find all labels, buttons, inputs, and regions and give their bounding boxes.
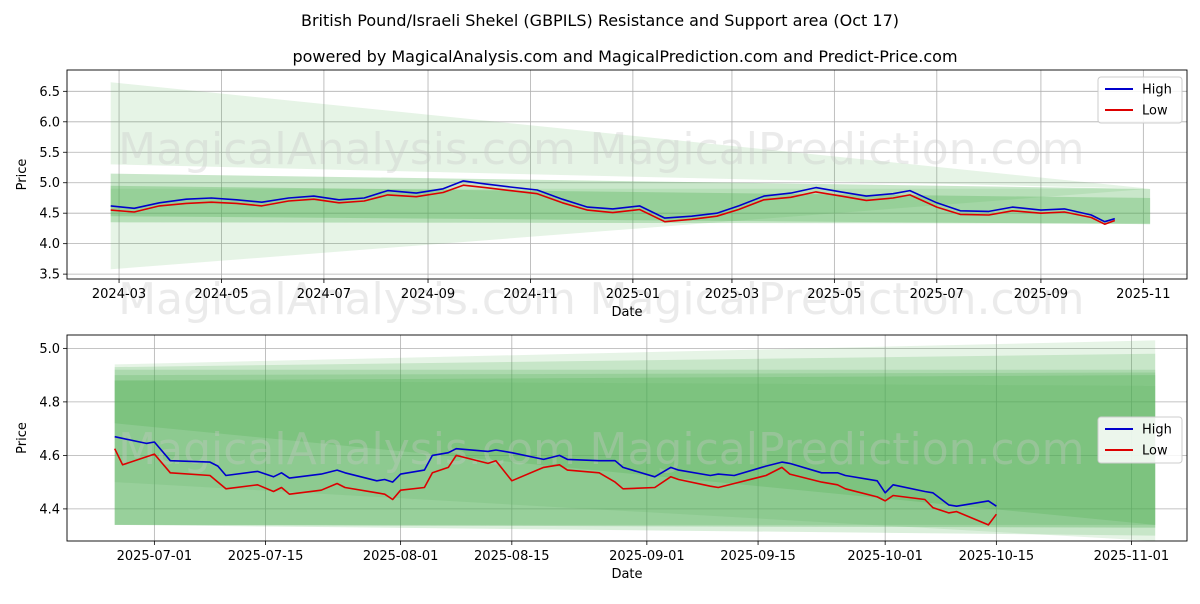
- top-ytick-label: 4.5: [39, 207, 60, 222]
- top-frame: [66, 69, 1188, 280]
- top-high-line: [110, 180, 1116, 223]
- top-ytick-label: 5.5: [39, 146, 60, 161]
- top-xtick-label: 2025-01: [606, 287, 660, 302]
- bottom-ylabel: Price: [15, 422, 30, 454]
- top-ytick-label: 6.0: [39, 115, 60, 130]
- bottom-ytick-label: 5.0: [39, 342, 60, 357]
- top-xtick-label: 2024-09: [401, 287, 455, 302]
- bottom-high-line: [114, 435, 997, 507]
- top-ytick-label: 5.0: [39, 176, 60, 191]
- bottom-xtick-label: 2025-11-01: [1094, 549, 1170, 564]
- bottom-ytick-label: 4.6: [39, 449, 60, 464]
- bottom-legend: High Low: [1097, 416, 1183, 464]
- top-ylabel: Price: [15, 159, 30, 191]
- top-series: [110, 180, 1116, 225]
- bottom-band: [114, 375, 1156, 525]
- chart-subtitle: powered by MagicalAnalysis.com and Magic…: [292, 47, 957, 66]
- bottom-band: [114, 353, 1156, 536]
- top-low-line: [110, 184, 1116, 225]
- top-ytick-label: 6.5: [39, 85, 60, 100]
- bottom-bands: [114, 340, 1156, 541]
- top-band: [110, 82, 1151, 189]
- top-band: [110, 188, 1151, 270]
- bottom-ytick-label: 4.8: [39, 395, 60, 410]
- top-ytick-label: 4.0: [39, 237, 60, 252]
- watermark-prediction: MagicalPrediction.com: [590, 124, 1085, 175]
- top-xtick-label: 2024-11: [503, 287, 557, 302]
- bottom-xtick-label: 2025-09-15: [720, 549, 796, 564]
- bottom-xtick-label: 2025-08-01: [363, 549, 439, 564]
- bottom-band: [114, 372, 1156, 525]
- bottom-xtick-label: 2025-07-15: [228, 549, 304, 564]
- bottom-xlabel: Date: [611, 567, 642, 582]
- bottom-xtick-label: 2025-07-01: [117, 549, 193, 564]
- top-xlabel: Date: [611, 305, 642, 320]
- bottom-legend-label-high: High: [1142, 423, 1172, 438]
- bottom-band: [114, 340, 1156, 541]
- top-bands: [110, 82, 1151, 270]
- bottom-band: [114, 369, 1156, 528]
- top-legend-label-high: High: [1142, 83, 1172, 98]
- top-legend-label-low: Low: [1142, 104, 1168, 119]
- bottom-legend-label-low: Low: [1142, 444, 1168, 459]
- watermark-analysis: MagicalAnalysis.com: [118, 124, 576, 175]
- bottom-band: [114, 380, 1156, 528]
- top-xtick-label: 2025-11: [1116, 287, 1170, 302]
- bottom-series: [113, 435, 998, 526]
- watermark-prediction: MagicalPrediction.com: [590, 274, 1085, 325]
- bottom-xtick-label: 2025-10-01: [847, 549, 923, 564]
- top-xtick-label: 2025-07: [910, 287, 964, 302]
- bottom-low-line: [113, 448, 998, 526]
- top-xtick-label: 2024-05: [194, 287, 248, 302]
- watermark-analysis: MagicalAnalysis.com: [118, 274, 576, 325]
- top-xtick-label: 2024-03: [92, 287, 146, 302]
- bottom-xtick-label: 2025-08-15: [474, 549, 550, 564]
- bottom-xtick-label: 2025-10-15: [959, 549, 1035, 564]
- watermark-prediction: MagicalPrediction.com: [590, 424, 1085, 475]
- top-xtick-label: 2025-05: [807, 287, 861, 302]
- bottom-axes: MagicalAnalysis.com MagicalPrediction.com…: [15, 334, 1188, 582]
- bottom-xtick-label: 2025-09-01: [609, 549, 685, 564]
- top-xtick-label: 2025-03: [705, 287, 759, 302]
- top-band: [110, 173, 1151, 225]
- chart-title: British Pound/Israeli Shekel (GBPILS) Re…: [301, 11, 899, 30]
- top-ytick-label: 3.5: [39, 268, 60, 283]
- top-legend: High Low: [1097, 76, 1183, 124]
- bottom-frame: [66, 334, 1188, 542]
- bottom-ytick-label: 4.4: [39, 502, 60, 517]
- top-axes: MagicalAnalysis.com MagicalPrediction.com…: [15, 69, 1188, 325]
- top-xtick-label: 2024-07: [297, 287, 351, 302]
- top-xtick-label: 2025-09: [1014, 287, 1068, 302]
- watermark-analysis: MagicalAnalysis.com: [118, 424, 576, 475]
